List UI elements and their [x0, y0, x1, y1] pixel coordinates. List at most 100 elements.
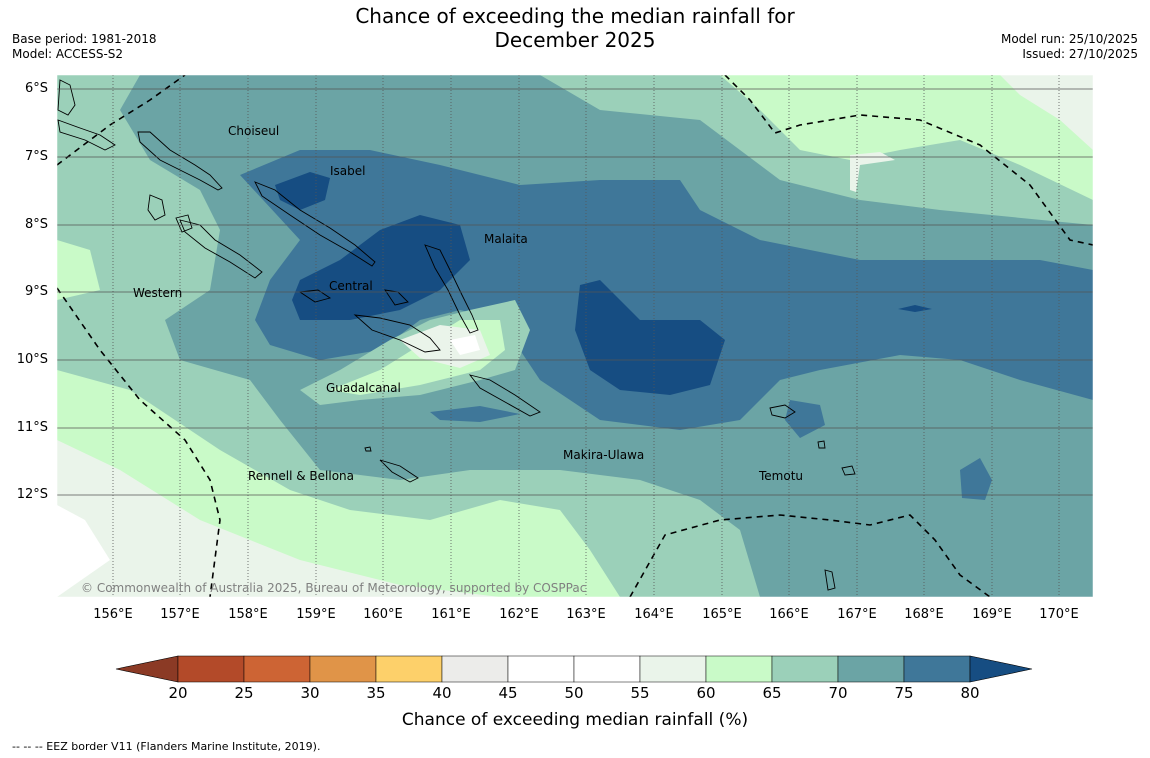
colorbar-segment — [837, 655, 905, 683]
colorbar-tick-label: 35 — [366, 684, 386, 702]
colorbar-title: Chance of exceeding median rainfall (%) — [401, 710, 749, 730]
colorbar-segment — [375, 655, 443, 683]
lon-label-158e: 158°E — [228, 607, 268, 622]
lon-label-160e: 160°E — [363, 607, 403, 622]
eez-footnote: -- -- -- EEZ border V11 (Flanders Marine… — [12, 740, 321, 753]
colorbar-extend-low — [115, 655, 179, 683]
lat-label-11s: 11°S — [16, 420, 48, 435]
lon-label-170e: 170°E — [1039, 607, 1079, 622]
lon-label-169e: 169°E — [972, 607, 1012, 622]
eez-southwest — [57, 287, 221, 597]
lon-label-157e: 157°E — [160, 607, 200, 622]
isabel-island — [254, 181, 376, 267]
map-contours: Choiseul Isabel Malaita Western Central … — [57, 75, 1093, 597]
meta-right: Model run: 25/10/2025 Issued: 27/10/2025 — [1001, 32, 1138, 62]
eez-border — [57, 75, 1093, 597]
lon-label-163e: 163°E — [566, 607, 606, 622]
colorbar-segment — [705, 655, 773, 683]
region-labels: Choiseul Isabel Malaita Western Central … — [133, 124, 803, 483]
colorbar — [115, 655, 1033, 683]
colorbar-tick-label: 30 — [300, 684, 320, 702]
colorbar-tick-label: 70 — [828, 684, 848, 702]
contour-55-60-northeast — [1000, 75, 1093, 150]
colorbar-tick-label: 75 — [894, 684, 914, 702]
base-period: Base period: 1981-2018 — [12, 32, 157, 46]
contour-80-small — [898, 305, 932, 312]
colorbar-tick-label: 45 — [498, 684, 518, 702]
contour-55-60-north — [850, 152, 895, 192]
colorbar-segment — [243, 655, 311, 683]
lon-label-166e: 166°E — [769, 607, 809, 622]
region-label-isabel: Isabel — [330, 164, 365, 178]
colorbar-segment — [441, 655, 509, 683]
meta-left: Base period: 1981-2018 Model: ACCESS-S2 — [12, 32, 157, 62]
colorbar-tick-label: 20 — [168, 684, 188, 702]
lat-label-12s: 12°S — [16, 487, 48, 502]
bougainville-island — [57, 79, 76, 116]
colorbar-segment — [903, 655, 971, 683]
lon-label-165e: 165°E — [702, 607, 742, 622]
colorbar-segment — [639, 655, 707, 683]
florida-islands — [384, 289, 409, 306]
lat-label-7s: 7°S — [24, 149, 48, 164]
lat-label-9s: 9°S — [24, 284, 48, 299]
lat-label-6s: 6°S — [24, 81, 48, 96]
contour-75-80-temotu — [785, 400, 825, 438]
lon-label-156e: 156°E — [93, 607, 133, 622]
kolombangara-island — [175, 214, 193, 233]
region-label-makira-ulawa: Makira-Ulawa — [563, 448, 644, 462]
contour-75-80-east — [960, 458, 992, 500]
lat-label-8s: 8°S — [24, 217, 48, 232]
contour-50-55-southwest — [57, 505, 110, 597]
duff-islands — [841, 465, 856, 476]
colorbar-segment — [573, 655, 641, 683]
eez-northwest — [57, 75, 186, 166]
colorbar-tick-label: 25 — [234, 684, 254, 702]
region-label-temotu: Temotu — [758, 469, 803, 483]
makira-island — [468, 374, 541, 417]
bellona-island — [364, 446, 372, 452]
colorbar-tick-label: 60 — [696, 684, 716, 702]
contour-55-60-southwest — [57, 440, 500, 597]
title-line-2: December 2025 — [494, 28, 656, 52]
contour-80-east — [575, 280, 725, 395]
region-label-western: Western — [133, 286, 182, 300]
santa-cruz-island — [769, 404, 796, 419]
copyright-text: © Commonwealth of Australia 2025, Bureau… — [81, 581, 586, 595]
graticule-parallels — [57, 88, 1093, 496]
colorbar-tick-label: 55 — [630, 684, 650, 702]
colorbar-segment — [177, 655, 245, 683]
graticule-meridians — [112, 75, 1060, 597]
lon-label-167e: 167°E — [837, 607, 877, 622]
region-label-rennell-bellona: Rennell & Bellona — [248, 469, 354, 483]
vella-lavella-island — [147, 194, 166, 221]
utupua-island — [817, 440, 826, 449]
title-line-1: Chance of exceeding the median rainfall … — [355, 4, 795, 28]
colorbar-extend-high — [969, 655, 1033, 683]
eez-southeast — [629, 514, 991, 597]
guadalcanal-island — [353, 314, 441, 353]
russell-islands — [298, 289, 332, 303]
rennell-island — [379, 459, 419, 483]
colorbar-tick-label: 80 — [960, 684, 980, 702]
tikopia-island — [824, 569, 836, 591]
colorbar-tick-label: 40 — [432, 684, 452, 702]
new-georgia-island — [179, 219, 263, 279]
region-label-choiseul: Choiseul — [228, 124, 279, 138]
lon-label-164e: 164°E — [634, 607, 674, 622]
eez-northeast — [724, 75, 1093, 246]
region-label-malaita: Malaita — [484, 232, 528, 246]
contour-75-80 — [240, 150, 1093, 430]
colorbar-tick-label: 50 — [564, 684, 584, 702]
map-frame — [56, 74, 1094, 598]
colorbar-segment — [507, 655, 575, 683]
lon-label-168e: 168°E — [904, 607, 944, 622]
colorbar-segment — [309, 655, 377, 683]
lon-label-161e: 161°E — [431, 607, 471, 622]
map-title: Chance of exceeding the median rainfall … — [0, 4, 1150, 52]
contour-80-central — [292, 215, 470, 320]
contour-75-80-guadalcanal — [430, 406, 520, 422]
issued-date: Issued: 27/10/2025 — [1022, 47, 1138, 61]
region-label-guadalcanal: Guadalcanal — [326, 381, 401, 395]
